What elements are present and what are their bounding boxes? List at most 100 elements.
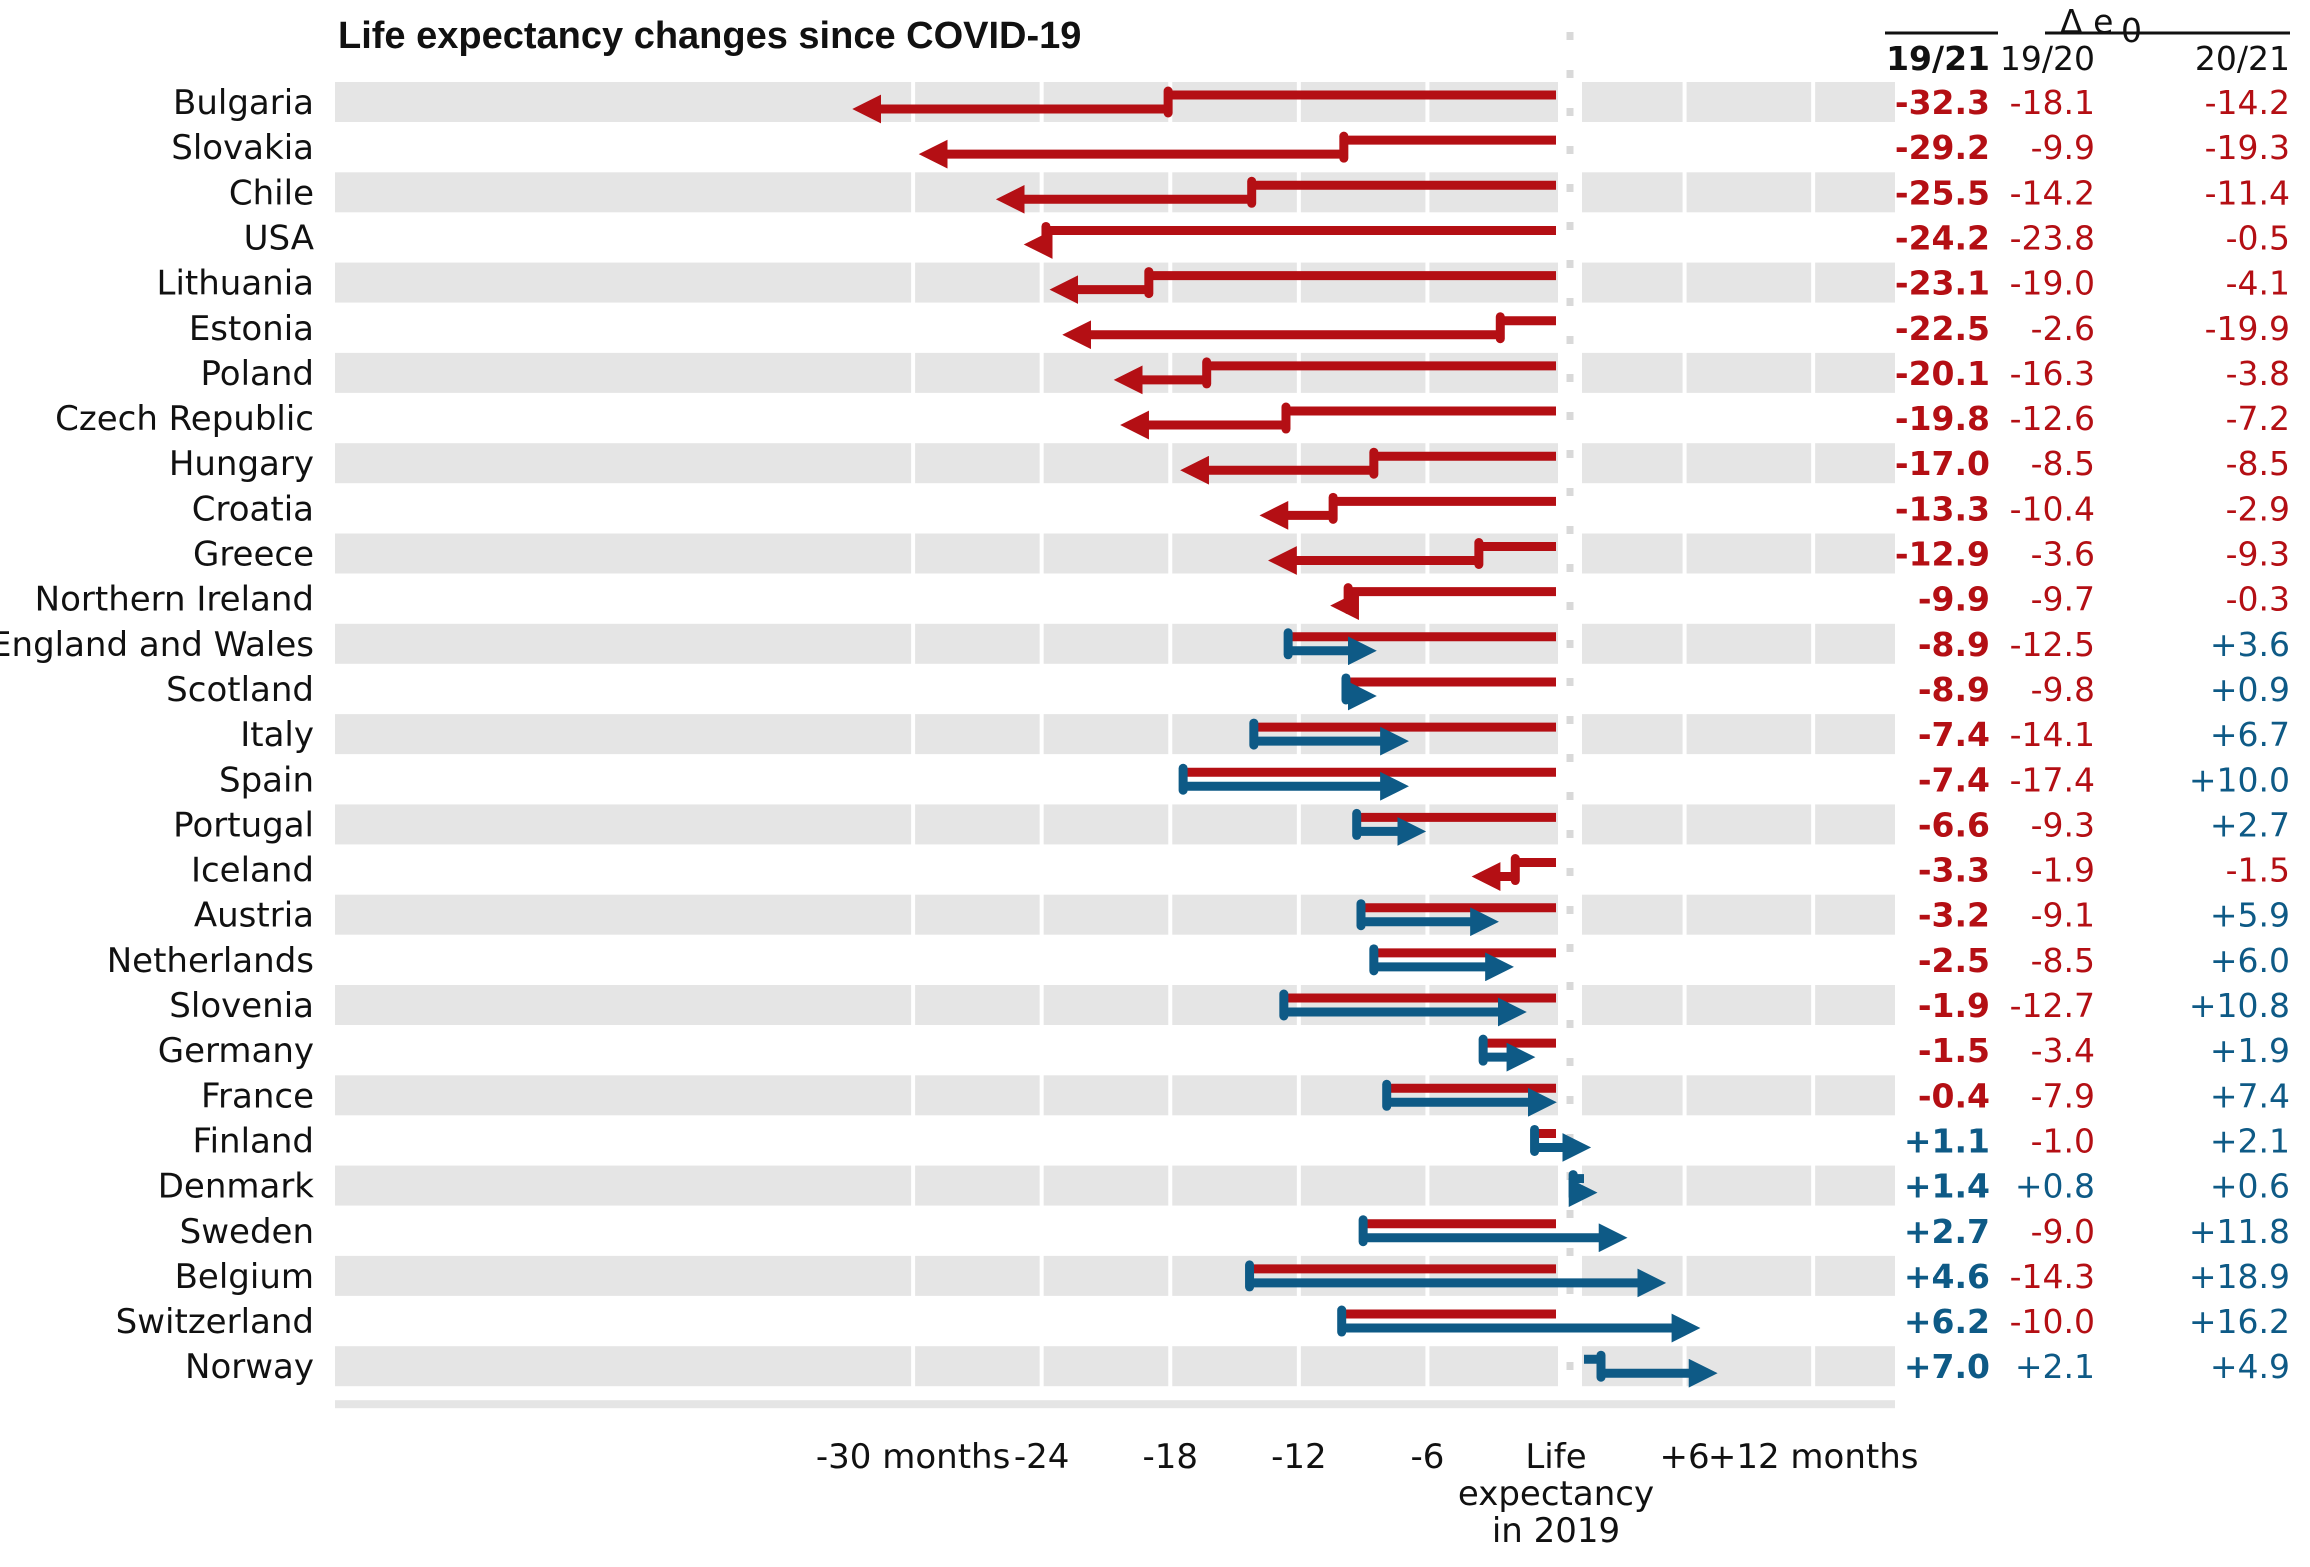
table-value-total: -8.9	[1918, 670, 1990, 709]
row-stripe	[335, 714, 1895, 755]
table-value-d1920: -9.0	[2031, 1212, 2095, 1251]
table-value-d1920: -12.5	[2010, 625, 2095, 664]
country-label: Scotland	[166, 670, 314, 710]
country-label: Finland	[193, 1121, 315, 1161]
table-value-total: -7.4	[1918, 760, 1990, 799]
country-label: France	[201, 1076, 314, 1116]
chart-title: Life expectancy changes since COVID-19	[338, 15, 1081, 57]
table-value-total: -29.2	[1895, 128, 1990, 167]
row-stripe	[335, 82, 1895, 122]
x-axis-band	[335, 1400, 1895, 1409]
row-stripe	[335, 172, 1895, 213]
table-value-total: +7.0	[1904, 1347, 1990, 1386]
table-value-d2021: -0.5	[2226, 218, 2290, 257]
country-label: Norway	[185, 1347, 314, 1387]
country-label: Greece	[193, 535, 314, 575]
row-stripe	[335, 985, 1895, 1025]
row-stripe	[335, 1075, 1895, 1116]
country-label: Iceland	[191, 851, 314, 891]
center-label-line-2: expectancy	[1458, 1474, 1654, 1514]
table-value-d1920: -8.5	[2031, 444, 2095, 483]
table-value-d1920: -17.4	[2010, 760, 2095, 799]
table-value-d1920: -7.9	[2031, 1076, 2095, 1115]
x-tick-label: -6	[1410, 1437, 1444, 1477]
table-value-d2021: +3.6	[2210, 625, 2290, 664]
table-value-d2021: +6.0	[2210, 941, 2290, 980]
table-value-d1920: -14.3	[2010, 1257, 2095, 1296]
table-column-header-second: 20/21	[2195, 39, 2290, 78]
table-value-total: -22.5	[1895, 309, 1990, 348]
table-value-d1920: -9.8	[2031, 670, 2095, 709]
table-value-total: -25.5	[1895, 173, 1990, 212]
table-column-header-first: 19/20	[2000, 39, 2095, 78]
country-label: Netherlands	[107, 941, 314, 981]
table-value-d2021: -0.3	[2226, 580, 2290, 619]
table-value-d2021: +11.8	[2189, 1212, 2290, 1251]
country-label: Estonia	[189, 309, 314, 349]
table-value-d2021: -7.2	[2226, 399, 2290, 438]
country-label: Chile	[229, 173, 314, 213]
table-value-d2021: +2.1	[2210, 1121, 2290, 1160]
center-label-line-1: Life	[1525, 1437, 1586, 1477]
table-value-total: -6.6	[1918, 805, 1990, 844]
x-tick-label: -12	[1271, 1437, 1327, 1477]
country-label: Slovenia	[169, 986, 314, 1026]
table-value-d2021: +4.9	[2210, 1347, 2290, 1386]
table-group-header-subscript: 0	[2121, 11, 2142, 50]
table-value-d1920: -23.8	[2010, 218, 2095, 257]
country-label: Belgium	[175, 1257, 314, 1297]
table-value-total: -3.3	[1918, 851, 1990, 890]
table-value-d1920: -10.0	[2010, 1302, 2095, 1341]
row-stripe	[335, 533, 1895, 574]
country-label: Slovakia	[171, 128, 314, 168]
table-value-d1920: -9.7	[2031, 580, 2095, 619]
table-value-d2021: +2.7	[2210, 805, 2290, 844]
country-label: Bulgaria	[173, 83, 314, 123]
table-value-d1920: -18.1	[2010, 83, 2095, 122]
country-label: USA	[244, 218, 314, 258]
table-value-d1920: -14.2	[2010, 173, 2095, 212]
table-value-d1920: -3.4	[2031, 1031, 2095, 1070]
table-value-d2021: -9.3	[2226, 535, 2290, 574]
country-label: Spain	[219, 760, 314, 800]
table-value-total: -20.1	[1895, 354, 1990, 393]
table-value-d1920: -9.3	[2031, 805, 2095, 844]
table-value-d2021: -2.9	[2226, 489, 2290, 528]
x-tick-label: -30 months	[816, 1437, 1010, 1477]
row-stripe	[335, 1346, 1895, 1387]
country-label: Croatia	[192, 489, 314, 529]
table-value-d2021: +6.7	[2210, 715, 2290, 754]
row-stripe	[335, 1255, 1895, 1296]
table-value-total: -23.1	[1895, 264, 1990, 303]
table-value-total: +4.6	[1904, 1257, 1990, 1296]
x-tick-label: -18	[1142, 1437, 1198, 1477]
row-stripe	[335, 352, 1895, 393]
table-value-total: -2.5	[1918, 941, 1990, 980]
table-value-total: -0.4	[1918, 1076, 1990, 1115]
country-label: Czech Republic	[55, 399, 314, 439]
table-value-d2021: -8.5	[2226, 444, 2290, 483]
table-value-d2021: +7.4	[2210, 1076, 2290, 1115]
table-value-d2021: +16.2	[2189, 1302, 2290, 1341]
table-value-d1920: -12.6	[2010, 399, 2095, 438]
country-label: Lithuania	[157, 264, 314, 304]
table-value-d2021: +10.8	[2189, 986, 2290, 1025]
table-value-d2021: +5.9	[2210, 896, 2290, 935]
country-label: Hungary	[169, 444, 314, 484]
table-value-d1920: -14.1	[2010, 715, 2095, 754]
center-label-line-3: in 2019	[1492, 1511, 1620, 1551]
table-value-d1920: -12.7	[2010, 986, 2095, 1025]
table-value-d1920: -1.0	[2031, 1121, 2095, 1160]
row-stripe	[335, 623, 1895, 664]
table-value-d1920: -16.3	[2010, 354, 2095, 393]
country-label: Poland	[200, 354, 314, 394]
table-value-d1920: -10.4	[2010, 489, 2095, 528]
x-tick-label: +12 months	[1708, 1437, 1919, 1477]
table-value-d2021: +10.0	[2189, 760, 2290, 799]
table-value-total: -32.3	[1895, 83, 1990, 122]
table-value-d1920: -19.0	[2010, 264, 2095, 303]
country-label: Germany	[158, 1031, 314, 1071]
row-stripe	[335, 804, 1895, 845]
table-value-total: -1.9	[1918, 986, 1990, 1025]
